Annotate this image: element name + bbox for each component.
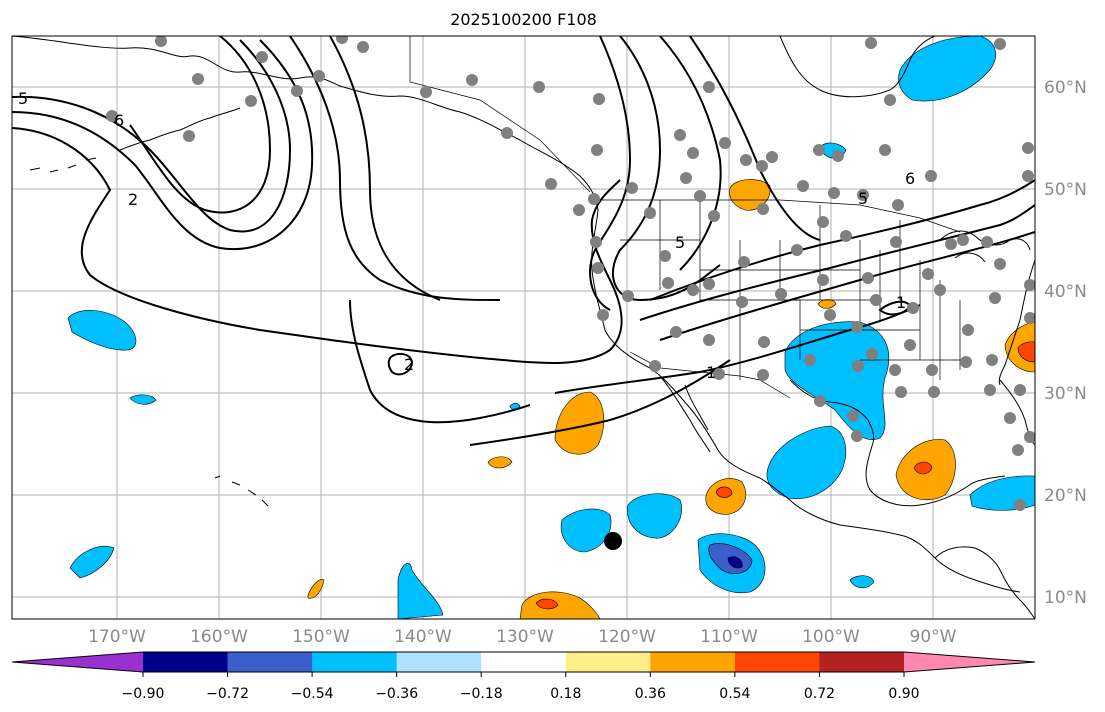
lat-tick: 60°N <box>1044 78 1087 98</box>
colorbar-tick-label: −0.72 <box>206 686 249 702</box>
storm-center-marker <box>604 532 622 550</box>
contour-label: 1 <box>896 293 906 312</box>
central-america <box>934 546 1035 619</box>
neg-anomaly-patch <box>849 575 875 589</box>
contours <box>12 36 1035 446</box>
colorbar-tick-label: 0.18 <box>550 686 581 702</box>
pos-anomaly-patch <box>487 456 513 469</box>
map-title: 2025100200 F108 <box>450 10 597 29</box>
lat-tick: 30°N <box>1044 384 1087 404</box>
contour-label: 2 <box>128 190 138 209</box>
neg-anomaly-max <box>727 556 743 569</box>
contour-label: 2 <box>404 355 414 374</box>
pos-anomaly-core <box>913 461 933 475</box>
baja <box>659 375 711 453</box>
lat-tick: 50°N <box>1044 180 1087 200</box>
colorbar-tick-label: −0.36 <box>375 686 418 702</box>
contour-label: 5 <box>18 89 28 108</box>
colorbar: −0.90 −0.72 −0.54 −0.36 −0.18 0.18 0.36 0.54 0.7… <box>11 651 1036 702</box>
station-markers <box>106 36 1035 511</box>
neg-anomaly-patch <box>69 546 115 579</box>
gulf-coast <box>789 379 1006 507</box>
lon-tick: 100°W <box>802 627 860 647</box>
lon-tick: 120°W <box>598 627 656 647</box>
contour-label: 6 <box>114 111 124 130</box>
colorbar-bin <box>396 652 482 672</box>
lon-tick: 90°W <box>910 627 957 647</box>
colorbar-extend-low <box>12 652 143 672</box>
lat-tick: 20°N <box>1044 486 1087 506</box>
colorbar-tick-label: 0.72 <box>804 686 835 702</box>
lon-tick: 140°W <box>394 627 452 647</box>
pos-anomaly-core <box>715 486 733 498</box>
lon-tick: 110°W <box>700 627 758 647</box>
east-coast <box>998 259 1035 386</box>
longitude-labels: 170°W 160°W 150°W 140°W 130°W 120°W 110°… <box>88 627 957 647</box>
contour-label: 5 <box>858 189 868 208</box>
colorbar-bin <box>143 652 229 672</box>
lon-tick: 130°W <box>496 627 554 647</box>
latitude-labels: 60°N 50°N 40°N 30°N 20°N 10°N <box>1044 78 1087 608</box>
colorbar-tick-label: −0.54 <box>291 686 334 702</box>
colorbar-tick-label: −0.18 <box>460 686 503 702</box>
neg-anomaly-patch <box>898 36 996 102</box>
alaska-coast <box>12 36 599 211</box>
lon-tick: 150°W <box>292 627 350 647</box>
contour-label: 6 <box>905 169 915 188</box>
neg-anomaly-patch <box>766 425 846 500</box>
neg-anomaly-patch <box>129 394 157 405</box>
hudson <box>779 36 936 98</box>
colorbar-bin <box>565 652 651 672</box>
colorbar-bin <box>481 652 567 672</box>
colorbar-bin <box>819 652 905 672</box>
lon-tick: 170°W <box>88 627 146 647</box>
contour-labels: 5 6 2 2 5 6 5 1 1 <box>18 89 915 382</box>
colorbar-bin <box>734 652 820 672</box>
map-panel: 5 6 2 2 5 6 5 1 1 <box>11 35 1036 620</box>
pos-anomaly-patch <box>307 579 325 599</box>
lon-tick: 160°W <box>190 627 248 647</box>
pos-anomaly-patch <box>554 391 605 455</box>
contour-label: 5 <box>675 233 685 252</box>
colorbar-extend-high <box>904 652 1035 672</box>
colorbar-tick-label: 0.90 <box>888 686 919 702</box>
contour-label: 1 <box>706 363 716 382</box>
colorbar-bin <box>227 652 313 672</box>
pos-anomaly-core <box>1017 341 1035 363</box>
lat-tick: 40°N <box>1044 282 1087 302</box>
shaded-anomalies <box>67 36 1035 619</box>
colorbar-tick-label: 0.36 <box>635 686 666 702</box>
colorbar-tick-label: 0.54 <box>719 686 750 702</box>
neg-anomaly-patch <box>397 563 444 619</box>
lat-tick: 10°N <box>1044 588 1087 608</box>
aleutians-west <box>29 157 97 173</box>
neg-anomaly-patch <box>627 493 682 539</box>
colorbar-bin <box>312 652 398 672</box>
neg-anomaly-patch <box>67 310 137 351</box>
pos-anomaly-core <box>535 598 559 610</box>
colorbar-tick-label: −0.90 <box>122 686 165 702</box>
hawaii <box>214 475 269 507</box>
colorbar-bin <box>650 652 736 672</box>
